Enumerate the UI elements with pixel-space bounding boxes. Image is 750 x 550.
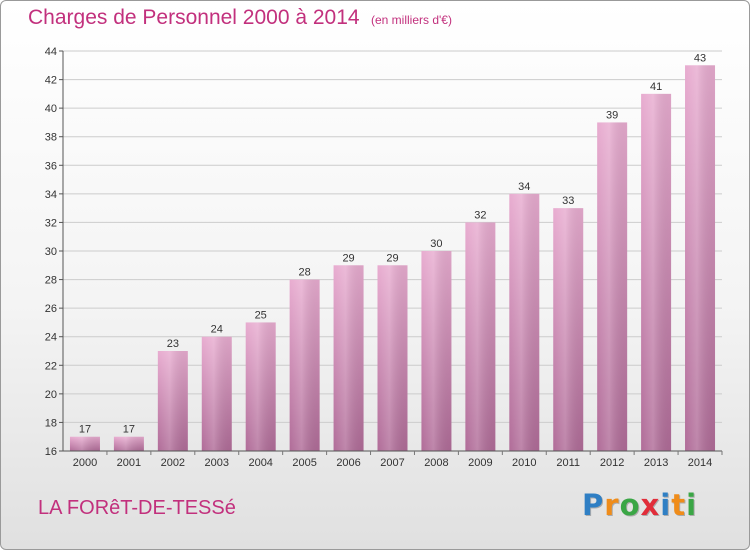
x-tick-label: 2007 — [380, 457, 404, 469]
data-label: 34 — [518, 181, 530, 193]
y-tick-label: 44 — [45, 46, 57, 58]
x-tick-label: 2014 — [688, 457, 712, 469]
data-label: 41 — [650, 81, 662, 93]
data-label: 24 — [211, 324, 223, 336]
y-tick-label: 38 — [45, 132, 57, 144]
data-label: 43 — [694, 52, 706, 64]
data-label: 29 — [386, 252, 398, 264]
bar-shine — [201, 336, 232, 451]
y-tick-label: 40 — [45, 103, 57, 115]
value-labels: 17 17 23 24 25 28 29 29 30 32 34 33 39 41 43 — [79, 52, 706, 435]
x-tick-label: 2008 — [424, 457, 448, 469]
bar-shine — [289, 279, 320, 451]
x-tick-label: 2010 — [512, 457, 536, 469]
logo-letter: x — [640, 488, 661, 522]
bar-shine — [553, 208, 584, 451]
x-tick-label: 2011 — [556, 457, 580, 469]
bar-shine — [685, 65, 716, 452]
data-label: 30 — [430, 238, 442, 250]
bar-shine — [421, 251, 452, 451]
data-label: 29 — [342, 252, 354, 264]
x-tick-label: 2001 — [117, 457, 141, 469]
x-tick-label: 2013 — [644, 457, 668, 469]
bar-shine — [377, 265, 408, 451]
logo-letter: P — [582, 488, 605, 522]
proxiti-logo[interactable]: Proxiti — [582, 488, 697, 522]
data-label: 32 — [474, 209, 486, 221]
x-tick-label: 2009 — [468, 457, 492, 469]
bar-shine — [113, 436, 144, 451]
y-tick-label: 26 — [45, 303, 57, 315]
bar-shine — [465, 222, 496, 451]
y-tick-label: 28 — [45, 275, 57, 287]
y-tick-label: 32 — [45, 217, 57, 229]
y-tick-label: 22 — [45, 360, 57, 372]
x-tick-label: 2006 — [336, 457, 360, 469]
y-tick-label: 30 — [45, 246, 57, 258]
data-label: 17 — [123, 424, 135, 436]
x-tick-label: 2004 — [248, 457, 272, 469]
data-label: 28 — [299, 267, 311, 279]
bar-shine — [333, 265, 364, 451]
y-tick-label: 34 — [45, 189, 57, 201]
data-label: 33 — [562, 195, 574, 207]
bar-shine — [157, 351, 188, 451]
data-label: 25 — [255, 309, 267, 321]
bar-shine — [509, 193, 540, 451]
logo-letter: t — [671, 488, 687, 522]
x-tick-label: 2005 — [292, 457, 316, 469]
chart-subtitle: (en milliers d'€) — [371, 13, 452, 27]
y-tick-label: 24 — [45, 332, 57, 344]
y-tick-label: 20 — [45, 389, 57, 401]
y-tick-label: 16 — [45, 446, 57, 458]
x-tick-label: 2003 — [205, 457, 229, 469]
bar-shine — [245, 322, 276, 451]
chart-title: Charges de Personnel 2000 à 2014 — [28, 6, 360, 29]
x-tick-label: 2000 — [73, 457, 97, 469]
bars — [69, 65, 716, 452]
axes: 16 18 20 22 24 26 28 30 32 34 36 38 40 42 44 2000 2001 20… — [45, 46, 723, 469]
data-label: 17 — [79, 424, 91, 436]
commune-name: LA FORêT-DE-TESSé — [38, 497, 236, 519]
x-tick-label: 2002 — [161, 457, 185, 469]
bar-shine — [597, 122, 628, 451]
logo-letter: o — [619, 488, 641, 522]
y-tick-label: 42 — [45, 75, 57, 87]
y-tick-label: 18 — [45, 417, 57, 429]
x-tick-label: 2012 — [600, 457, 624, 469]
bar-shine — [641, 93, 672, 451]
logo-letter: i — [660, 488, 672, 522]
logo-letter: i — [686, 488, 698, 522]
y-tick-label: 36 — [45, 160, 57, 172]
bar-shine — [69, 436, 100, 451]
data-label: 39 — [606, 109, 618, 121]
logo-letter: r — [604, 488, 620, 522]
data-label: 23 — [167, 338, 179, 350]
